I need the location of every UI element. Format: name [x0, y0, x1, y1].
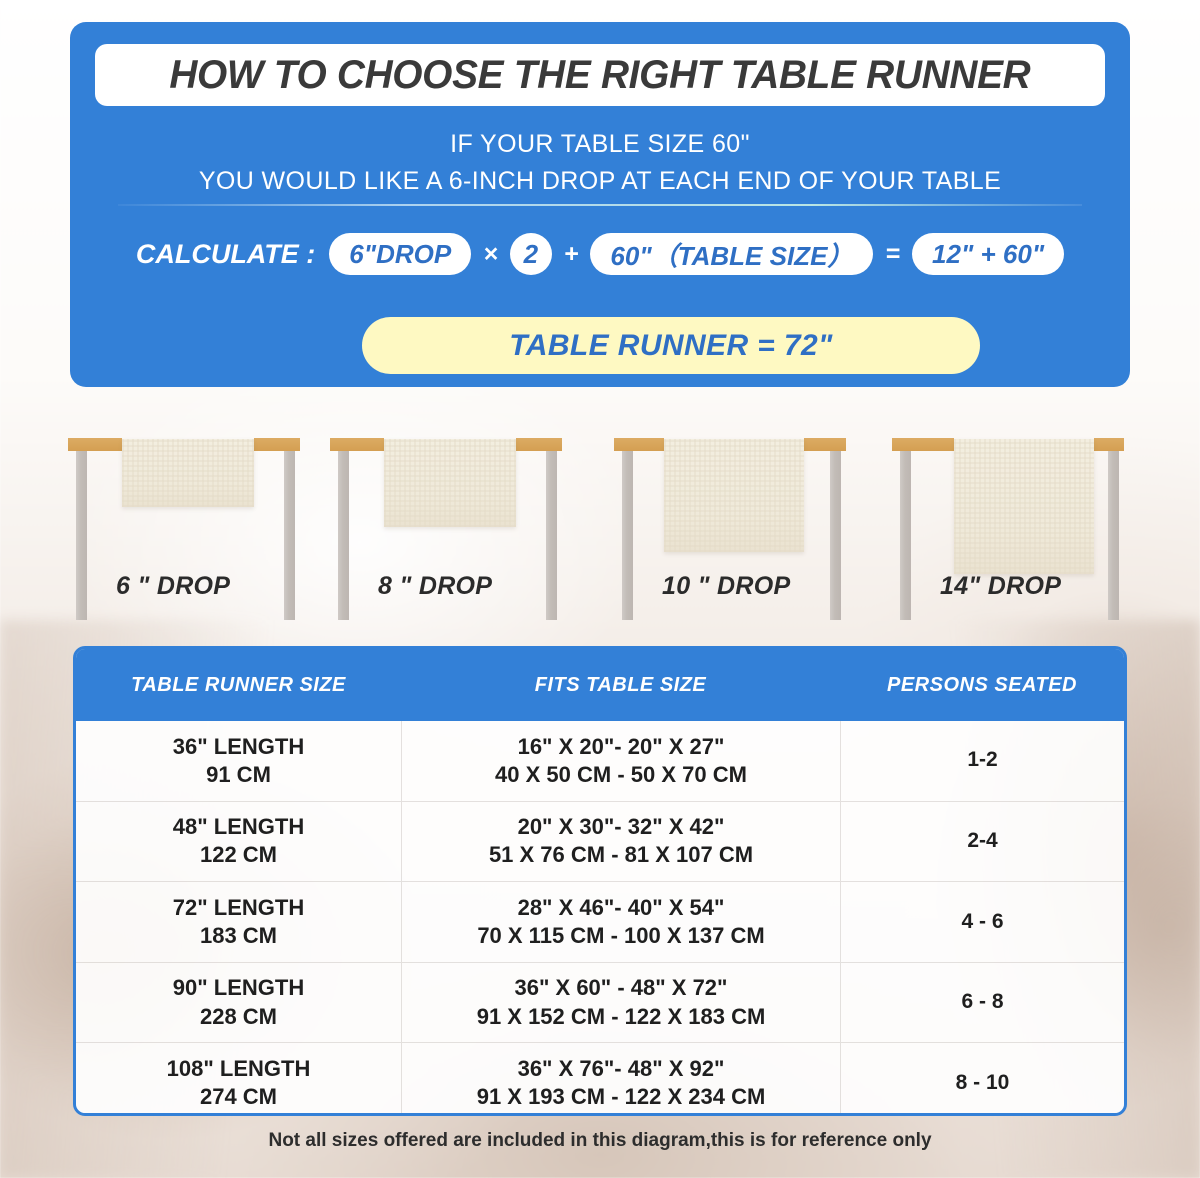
section-divider	[118, 204, 1082, 206]
plus-operator: +	[563, 239, 579, 268]
runner-size-cm: 122 CM	[199, 842, 278, 868]
cell-runner-size: 36" LENGTH 91 CM	[76, 721, 401, 801]
cell-persons-seated: 1-2	[840, 721, 1124, 801]
fits-size-cm: 91 X 152 CM - 122 X 183 CM	[476, 1003, 766, 1029]
sum-pill: 12" + 60"	[912, 233, 1065, 275]
drop-label: 6 " DROP	[116, 572, 231, 600]
runner-size-inches: 108" LENGTH	[166, 1056, 311, 1082]
calculator-panel: HOW TO CHOOSE THE RIGHT TABLE RUNNER IF …	[70, 22, 1130, 387]
table-row: 48" LENGTH 122 CM 20" X 30"- 32" X 42" 51 X…	[76, 800, 1124, 882]
cell-runner-size: 90" LENGTH 228 CM	[76, 963, 401, 1043]
page-title: HOW TO CHOOSE THE RIGHT TABLE RUNNER	[169, 52, 1031, 97]
table-body: 36" LENGTH 91 CM 16" X 20"- 20" X 27" 40 X …	[76, 721, 1124, 1113]
cell-fits-table-size: 36" X 60" - 48" X 72" 91 X 152 CM - 122 X…	[401, 962, 840, 1043]
table-runner-fabric	[384, 439, 516, 527]
subtitle-line-1: IF YOUR TABLE SIZE 60"	[450, 130, 750, 158]
table-top-right	[1094, 438, 1124, 451]
drop-figure: 6 " DROP	[60, 420, 330, 620]
table-leg-left	[622, 451, 633, 620]
table-runner-fabric	[954, 439, 1094, 574]
table-top-right	[254, 438, 300, 451]
title-banner: HOW TO CHOOSE THE RIGHT TABLE RUNNER	[95, 44, 1105, 106]
result-text: TABLE RUNNER = 72"	[509, 328, 833, 362]
column-header-persons-seated: PERSONS SEATED	[887, 673, 1077, 696]
table-leg-right	[284, 451, 295, 620]
column-header-fits-table-size: FITS TABLE SIZE	[534, 673, 707, 696]
cell-persons-seated: 2-4	[840, 801, 1124, 882]
equals-operator: =	[885, 239, 901, 268]
table-size-pill: 60"（TABLE SIZE）	[590, 233, 874, 275]
result-banner: TABLE RUNNER = 72"	[362, 317, 980, 374]
persons-seated-value: 2-4	[967, 828, 998, 852]
drop-value-pill: 6"DROP	[329, 233, 472, 275]
calculate-label: CALCULATE :	[135, 238, 316, 269]
table-top-left	[892, 438, 954, 451]
fits-size-cm: 91 X 193 CM - 122 X 234 CM	[476, 1084, 766, 1110]
cell-fits-table-size: 28" X 46"- 40" X 54" 70 X 115 CM - 100 X …	[401, 882, 840, 962]
fits-size-inches: 20" X 30"- 32" X 42"	[517, 814, 725, 840]
size-chart-table: TABLE RUNNER SIZE FITS TABLE SIZE PERSON…	[73, 646, 1127, 1116]
table-leg-left	[900, 451, 911, 620]
drop-illustrations: 6 " DROP 8 " DROP 10 " DROP 14" DROP	[60, 420, 1140, 620]
table-leg-left	[76, 451, 87, 620]
drop-label: 8 " DROP	[378, 572, 493, 600]
table-leg-right	[1108, 451, 1119, 620]
table-row: 36" LENGTH 91 CM 16" X 20"- 20" X 27" 40 X …	[76, 721, 1124, 801]
runner-size-cm: 183 CM	[199, 922, 278, 948]
runner-size-cm: 228 CM	[199, 1003, 278, 1029]
table-top-left	[330, 438, 384, 451]
footer-disclaimer: Not all sizes offered are included in th…	[268, 1130, 932, 1151]
table-row: 72" LENGTH 183 CM 28" X 46"- 40" X 54" 70 X…	[76, 881, 1124, 962]
calculation-formula-row: CALCULATE : 6"DROP × 2 + 60"（TABLE SIZE）…	[70, 227, 1130, 281]
fits-size-inches: 28" X 46"- 40" X 54"	[517, 894, 725, 920]
table-top-left	[614, 438, 664, 451]
fits-size-cm: 40 X 50 CM - 50 X 70 CM	[495, 761, 747, 787]
drop-figure: 8 " DROP	[322, 420, 592, 620]
runner-size-cm: 91 CM	[206, 761, 271, 787]
table-leg-left	[338, 451, 349, 620]
table-header-row: TABLE RUNNER SIZE FITS TABLE SIZE PERSON…	[76, 649, 1124, 721]
persons-seated-value: 8 - 10	[955, 1070, 1010, 1094]
fits-size-inches: 36" X 76"- 48" X 92"	[517, 1056, 725, 1082]
table-row: 90" LENGTH 228 CM 36" X 60" - 48" X 72" 91 …	[76, 961, 1124, 1043]
table-row: 108" LENGTH 274 CM 36" X 76"- 48" X 92" 91 …	[76, 1042, 1124, 1113]
table-top-left	[68, 438, 122, 451]
drop-figure: 14" DROP	[884, 420, 1154, 620]
cell-persons-seated: 8 - 10	[840, 1043, 1124, 1113]
cell-fits-table-size: 16" X 20"- 20" X 27" 40 X 50 CM - 50 X 70…	[401, 721, 840, 801]
multiplier-pill: 2	[509, 233, 552, 275]
runner-size-inches: 90" LENGTH	[172, 975, 305, 1001]
drop-label: 14" DROP	[940, 572, 1062, 600]
drop-figure: 10 " DROP	[606, 420, 876, 620]
cell-fits-table-size: 20" X 30"- 32" X 42" 51 X 76 CM - 81 X 10…	[401, 801, 840, 882]
cell-runner-size: 108" LENGTH 274 CM	[76, 1043, 401, 1113]
fits-size-inches: 36" X 60" - 48" X 72"	[514, 975, 728, 1001]
drop-label: 10 " DROP	[662, 572, 791, 600]
table-top-right	[804, 438, 846, 451]
runner-size-inches: 72" LENGTH	[172, 894, 305, 920]
cell-persons-seated: 4 - 6	[840, 882, 1124, 962]
table-runner-fabric	[664, 439, 804, 552]
table-top-right	[516, 438, 562, 451]
table-runner-fabric	[122, 439, 254, 507]
multiply-operator: ×	[483, 239, 498, 268]
cell-runner-size: 48" LENGTH 122 CM	[76, 802, 401, 882]
persons-seated-value: 1-2	[967, 748, 998, 772]
subtitle-line-2: YOU WOULD LIKE A 6-INCH DROP AT EACH END…	[198, 167, 1002, 195]
runner-size-inches: 36" LENGTH	[172, 733, 305, 759]
persons-seated-value: 6 - 8	[961, 990, 1004, 1014]
fits-size-cm: 70 X 115 CM - 100 X 137 CM	[477, 922, 765, 948]
column-header-runner-size: TABLE RUNNER SIZE	[131, 673, 346, 696]
runner-size-cm: 274 CM	[199, 1084, 278, 1110]
cell-fits-table-size: 36" X 76"- 48" X 92" 91 X 193 CM - 122 X …	[401, 1043, 840, 1113]
cell-runner-size: 72" LENGTH 183 CM	[76, 882, 401, 962]
persons-seated-value: 4 - 6	[961, 909, 1004, 933]
table-leg-right	[830, 451, 841, 620]
table-leg-right	[546, 451, 557, 620]
cell-persons-seated: 6 - 8	[840, 962, 1124, 1043]
fits-size-cm: 51 X 76 CM - 81 X 107 CM	[488, 842, 754, 868]
fits-size-inches: 16" X 20"- 20" X 27"	[517, 733, 725, 759]
runner-size-inches: 48" LENGTH	[172, 814, 305, 840]
